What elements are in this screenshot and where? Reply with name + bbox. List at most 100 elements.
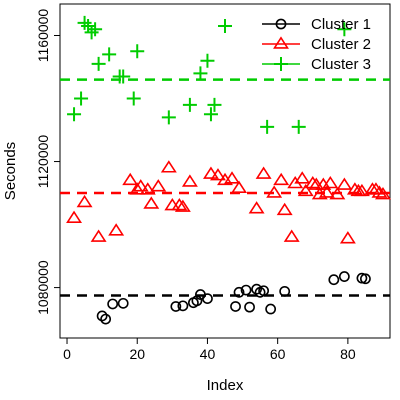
cluster-1-point (107, 298, 119, 310)
cluster-3-point (77, 15, 92, 30)
cluster-2-point (273, 172, 290, 186)
cluster-1-point (170, 301, 182, 312)
x-tick-label: 60 (270, 346, 286, 362)
cluster-3-point (218, 19, 232, 34)
cluster-2-point (90, 229, 107, 242)
cluster-1-point (360, 273, 371, 285)
legend-label-1: Cluster 1 (311, 16, 371, 33)
legend-label-3: Cluster 3 (311, 56, 371, 73)
x-axis-title: Index (207, 377, 244, 394)
x-tick-label: 80 (340, 346, 356, 362)
cluster-2-point (276, 202, 293, 216)
x-tick-label: 0 (63, 346, 71, 362)
cluster-2-point (283, 229, 300, 242)
legend: Cluster 1 Cluster 2 Cluster 3 (262, 16, 371, 73)
cluster-3-point (67, 107, 82, 122)
cluster-1-point (202, 293, 213, 305)
cluster-2-point (202, 166, 219, 179)
cluster-2-point (224, 171, 240, 184)
cluster-1-point (338, 271, 350, 282)
cluster-2-point (329, 186, 346, 200)
cluster-2-point (129, 182, 146, 195)
y-tick-label: 1160000 (35, 9, 51, 63)
cluster-2-point (181, 174, 198, 187)
cluster-3-point (291, 119, 306, 134)
legend-marker-2 (273, 36, 289, 49)
cluster-3-point (161, 110, 176, 125)
cluster-1-point (240, 284, 252, 296)
cluster-3-point (207, 97, 222, 112)
cluster-2-point (346, 182, 363, 195)
cluster-1-point (177, 300, 189, 312)
cluster-2-point (336, 177, 353, 190)
cluster-2-point (160, 160, 177, 173)
cluster-3-point (88, 22, 103, 37)
cluster-2-point (294, 171, 311, 184)
y-axis-title: Seconds (2, 142, 19, 200)
cluster-2-point (132, 179, 149, 192)
cluster-3-point (81, 19, 96, 34)
cluster-3-point (74, 91, 89, 106)
cluster-2-point (318, 185, 335, 198)
cluster-1-point (265, 303, 277, 315)
cluster-1-point (244, 301, 255, 313)
cluster-2-point (143, 196, 160, 209)
y-tick-label: 1120000 (35, 135, 51, 189)
mean-lines (60, 78, 390, 297)
cluster-2-point (304, 175, 321, 189)
cluster-2-point (371, 185, 388, 198)
legend-label-2: Cluster 2 (311, 36, 371, 53)
cluster-2-point (297, 183, 314, 197)
cluster-2-point (122, 172, 139, 186)
cluster-3-point (84, 25, 99, 40)
cluster-3-point (337, 22, 352, 37)
cluster-2-point (248, 201, 265, 214)
cluster-2-point (139, 182, 156, 195)
cluster-3-point (102, 47, 117, 62)
y-axis: 1080000 1120000 1160000 (35, 9, 60, 315)
cluster-3-point (203, 107, 218, 122)
cluster-2-point (375, 186, 391, 200)
cluster-3-point (126, 91, 141, 106)
cluster-3-point (182, 97, 197, 112)
legend-marker-1 (275, 18, 287, 30)
cluster-2-point (322, 175, 339, 189)
data-points (66, 15, 391, 325)
cluster-3-point (193, 66, 208, 81)
cluster-3-point (91, 56, 106, 71)
cluster-2-point (353, 183, 370, 197)
cluster-3-point (116, 69, 131, 84)
cluster-2-point (339, 231, 356, 244)
y-tick-label: 1080000 (35, 260, 51, 315)
cluster-2-point (76, 194, 93, 208)
cluster-3-point (260, 119, 275, 134)
cluster-2-point (174, 199, 191, 212)
cluster-1-point (117, 297, 129, 309)
cluster-1-point (279, 285, 291, 297)
cluster-1-point (258, 285, 270, 297)
plot-frame (59, 3, 391, 339)
x-tick-label: 40 (200, 346, 216, 362)
cluster-2-point (66, 210, 83, 223)
cluster-2-point (255, 166, 272, 179)
x-tick-label: 20 (129, 346, 145, 362)
cluster-3-point (130, 44, 145, 59)
cluster-2-point (231, 180, 248, 194)
cluster-1-point (328, 274, 340, 286)
cluster-2-point (266, 185, 283, 198)
cluster-3-point (200, 53, 215, 68)
cluster-2-point (108, 223, 125, 236)
cluster-1-point (251, 283, 262, 295)
legend-marker-3 (274, 57, 288, 71)
cluster-1-point (100, 313, 112, 325)
cluster-1-point (230, 301, 241, 312)
cluster-1-point (191, 295, 203, 307)
cluster-2-point (210, 168, 226, 181)
cluster-2-point (150, 179, 167, 192)
cluster-2-point (367, 182, 384, 195)
cluster-1-point (233, 286, 245, 298)
cluster-1-point (96, 310, 108, 322)
cluster-2-point (171, 198, 188, 211)
x-axis: 0 20 40 60 80 (63, 338, 356, 362)
